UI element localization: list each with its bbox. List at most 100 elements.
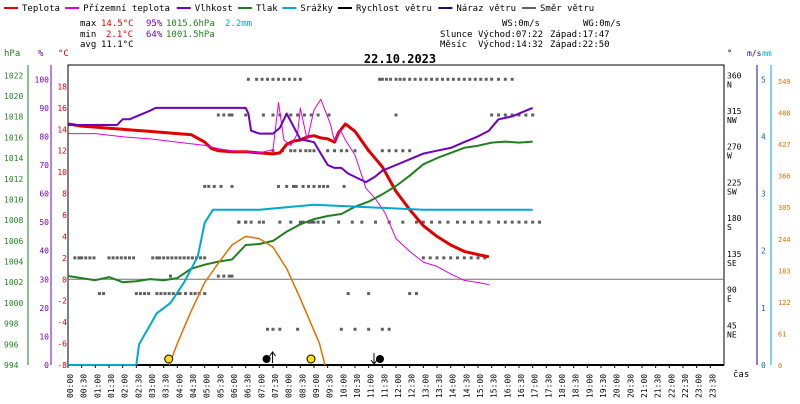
legend-label-4: Srážky <box>300 4 333 14</box>
x-tick-label-14: 07:00 <box>257 374 266 398</box>
humidity-tick-2: 20 <box>39 304 49 313</box>
wind-direction-dot-7 <box>102 292 106 296</box>
pressure-tick-12: 1018 <box>4 113 23 122</box>
wind-direction-dot-109 <box>326 149 330 153</box>
wind-direction-dot-123 <box>389 77 393 81</box>
direction-tick-label-0: NE <box>727 330 737 339</box>
wind-direction-dot-23 <box>166 256 170 260</box>
wind-direction-dot-116 <box>387 149 391 153</box>
x-tick-label-13: 06:30 <box>244 374 253 398</box>
sunset-text: Západ:17:47 <box>550 30 610 40</box>
wind-direction-dot-34 <box>159 292 163 296</box>
rain-tick-0: 0 <box>778 362 782 370</box>
wind-direction-dot-59 <box>301 184 305 188</box>
wind-direction-dot-195 <box>456 220 459 224</box>
x-tick-label-5: 02:30 <box>134 374 143 398</box>
wind-direction-dot-124 <box>394 77 398 81</box>
x-tick-label-45: 22:30 <box>681 374 690 398</box>
moonset-text: Západ:22:50 <box>550 40 610 50</box>
rain-tick-1: 61 <box>778 330 786 338</box>
wind-direction-dot-69 <box>278 220 282 224</box>
wind-direction-dot-42 <box>193 292 197 296</box>
wind-direction-dot-1 <box>77 256 81 260</box>
wind-direction-dot-70 <box>301 220 305 224</box>
wind-direction-dot-178 <box>244 220 248 224</box>
stats-max-temp: 14.5°C <box>101 19 134 29</box>
temperature-tick-13: 18 <box>57 82 67 91</box>
temperature-tick-4: 0 <box>62 275 67 284</box>
wind-direction-dot-100 <box>298 77 302 81</box>
wind-direction-dot-117 <box>394 149 398 153</box>
wind-direction-dot-198 <box>479 220 483 224</box>
direction-tick-label-5: W <box>727 152 732 161</box>
wind-direction-dot-19 <box>151 256 155 260</box>
pressure-tick-3: 1000 <box>4 299 23 308</box>
wind-direction-dot-99 <box>293 77 297 81</box>
wind-direction-dot-21 <box>158 256 162 260</box>
wind-direction-dot-149 <box>442 256 446 260</box>
pressure-tick-0: 994 <box>4 361 19 370</box>
legend-label-1: Přízemní teplota <box>83 4 170 14</box>
wind-tick-5: 5 <box>761 75 766 84</box>
wind-tick-4: 4 <box>761 132 766 141</box>
wind-tick-1: 1 <box>761 304 766 313</box>
wind-direction-dot-121 <box>380 77 384 81</box>
direction-unit-label: ° <box>727 49 732 59</box>
plot-frame <box>67 64 725 366</box>
wind-direction-dot-39 <box>178 292 182 296</box>
wind-direction-dot-41 <box>189 292 193 296</box>
astro-block: WS:0m/s WG:0m/s Slunce Východ:07:22 Zápa… <box>440 19 621 50</box>
pressure-tick-13: 1020 <box>4 92 23 101</box>
sun-label: Slunce <box>440 30 473 40</box>
sunrise-text: Východ:07:22 <box>478 30 543 40</box>
wind-direction-dot-132 <box>435 77 439 81</box>
legend-label-7: Směr větru <box>540 4 594 14</box>
x-tick-label-41: 20:30 <box>626 374 635 398</box>
wind-direction-dot-81 <box>261 113 265 117</box>
wind-direction-dot-174 <box>367 292 371 296</box>
pressure-tick-10: 1014 <box>4 154 23 163</box>
wind-direction-dot-89 <box>316 113 320 117</box>
x-tick-label-34: 17:00 <box>531 374 540 398</box>
wind-direction-dot-47 <box>222 274 226 278</box>
rain-tick-3: 183 <box>778 267 791 275</box>
wind-direction-dot-177 <box>237 220 241 224</box>
wind-direction-dot-152 <box>408 292 412 296</box>
temperature-tick-0: -8 <box>57 361 67 370</box>
x-tick-label-35: 17:30 <box>544 374 553 398</box>
wind-unit-label: m/s <box>747 49 762 58</box>
wind-direction-dot-108 <box>312 149 316 153</box>
moon-label: Měsíc <box>440 40 467 50</box>
wind-direction-dot-10 <box>115 256 119 260</box>
x-tick-label-0: 00:00 <box>66 374 75 398</box>
wind-direction-dot-194 <box>446 220 450 224</box>
plot-area <box>67 64 725 366</box>
humidity-tick-9: 90 <box>39 104 49 113</box>
wind-direction-dot-95 <box>271 77 275 81</box>
wind-direction-dot-11 <box>119 256 123 260</box>
humidity-tick-0: 0 <box>44 361 49 370</box>
wind-direction-dot-103 <box>289 149 293 153</box>
moonrise-text: Východ:14:32 <box>478 40 543 50</box>
pressure-tick-2: 998 <box>4 320 19 329</box>
direction-tick-label-7: N <box>727 80 732 89</box>
wind-direction-dot-54 <box>230 184 234 188</box>
wind-direction-dot-183 <box>322 220 326 224</box>
wind-direction-dot-5 <box>92 256 96 260</box>
wind-direction-dot-189 <box>401 220 405 224</box>
wind-direction-dot-196 <box>462 220 466 224</box>
legend-label-0: Teplota <box>22 4 60 14</box>
legend-label-3: Tlak <box>256 4 278 14</box>
direction-tick-label-2: SE <box>727 259 737 268</box>
direction-tick-value-7: 360 <box>727 71 742 80</box>
humidity-tick-4: 40 <box>39 247 49 256</box>
wind-direction-dot-55 <box>276 184 280 188</box>
wind-direction-dot-122 <box>384 77 388 81</box>
wind-direction-dot-133 <box>440 77 444 81</box>
wind-direction-dot-90 <box>327 113 331 117</box>
chart-date-title: 22.10.2023 <box>364 52 436 66</box>
stats-min-press: 1001.5hPa <box>166 30 215 40</box>
temperature-tick-10: 12 <box>57 147 67 156</box>
pressure-tick-5: 1004 <box>4 258 23 267</box>
